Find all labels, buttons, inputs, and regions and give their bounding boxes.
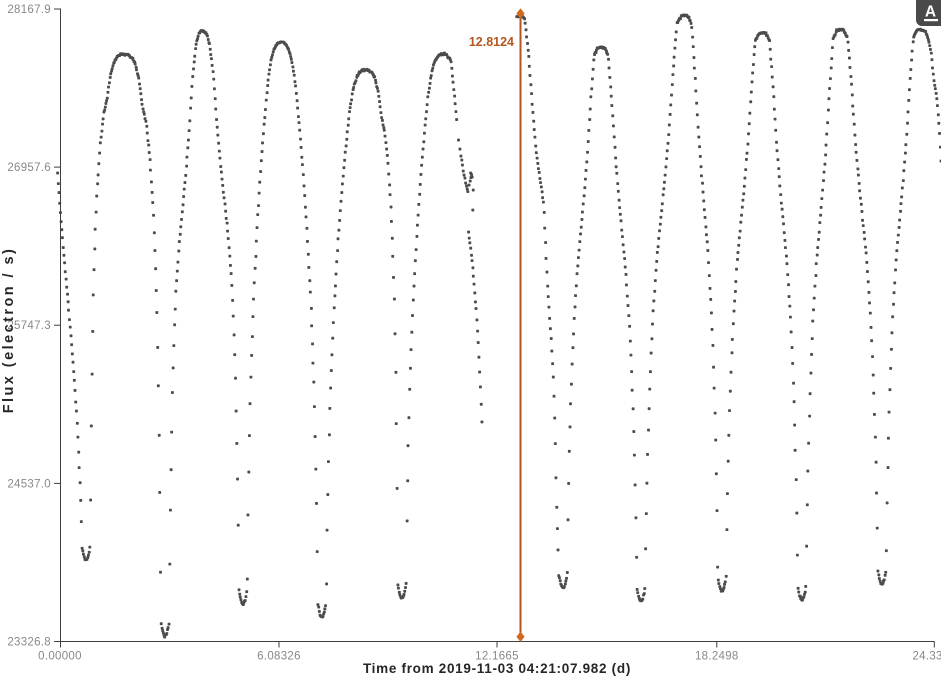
svg-text:24.3331: 24.3331 [912,651,941,663]
svg-text:24537.0: 24537.0 [7,478,51,490]
svg-text:6.08326: 6.08326 [257,651,301,663]
svg-text:26957.6: 26957.6 [7,162,51,174]
svg-text:A: A [925,4,936,21]
svg-text:Time from 2019-11-03 04:21:07.: Time from 2019-11-03 04:21:07.982 (d) [363,661,631,676]
svg-text:28167.9: 28167.9 [7,4,51,16]
svg-text:12.1665: 12.1665 [475,651,519,663]
svg-text:Flux (electron / s): Flux (electron / s) [1,247,17,414]
svg-text:18.2498: 18.2498 [695,651,739,663]
svg-text:25747.3: 25747.3 [7,320,51,332]
svg-text:12.8124: 12.8124 [469,35,514,49]
svg-text:0.00000: 0.00000 [38,651,82,663]
svg-text:23326.8: 23326.8 [7,637,51,649]
